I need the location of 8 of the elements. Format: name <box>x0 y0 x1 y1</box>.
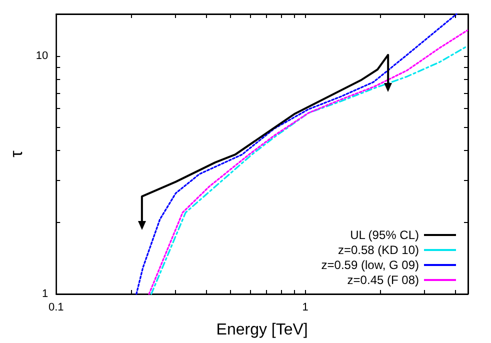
y-axis-title: τ <box>7 150 26 158</box>
x-axis-title: Energy [TeV] <box>216 322 308 338</box>
legend-label: z=0.59 (low, G 09) <box>321 258 419 272</box>
legend-label: z=0.58 (KD 10) <box>338 243 419 257</box>
x-tick-label: 0.1 <box>48 302 64 314</box>
legend-label: z=0.45 (F 08) <box>347 273 419 287</box>
legend-label: UL (95% CL) <box>350 228 419 242</box>
y-tick-label: 10 <box>36 50 48 62</box>
